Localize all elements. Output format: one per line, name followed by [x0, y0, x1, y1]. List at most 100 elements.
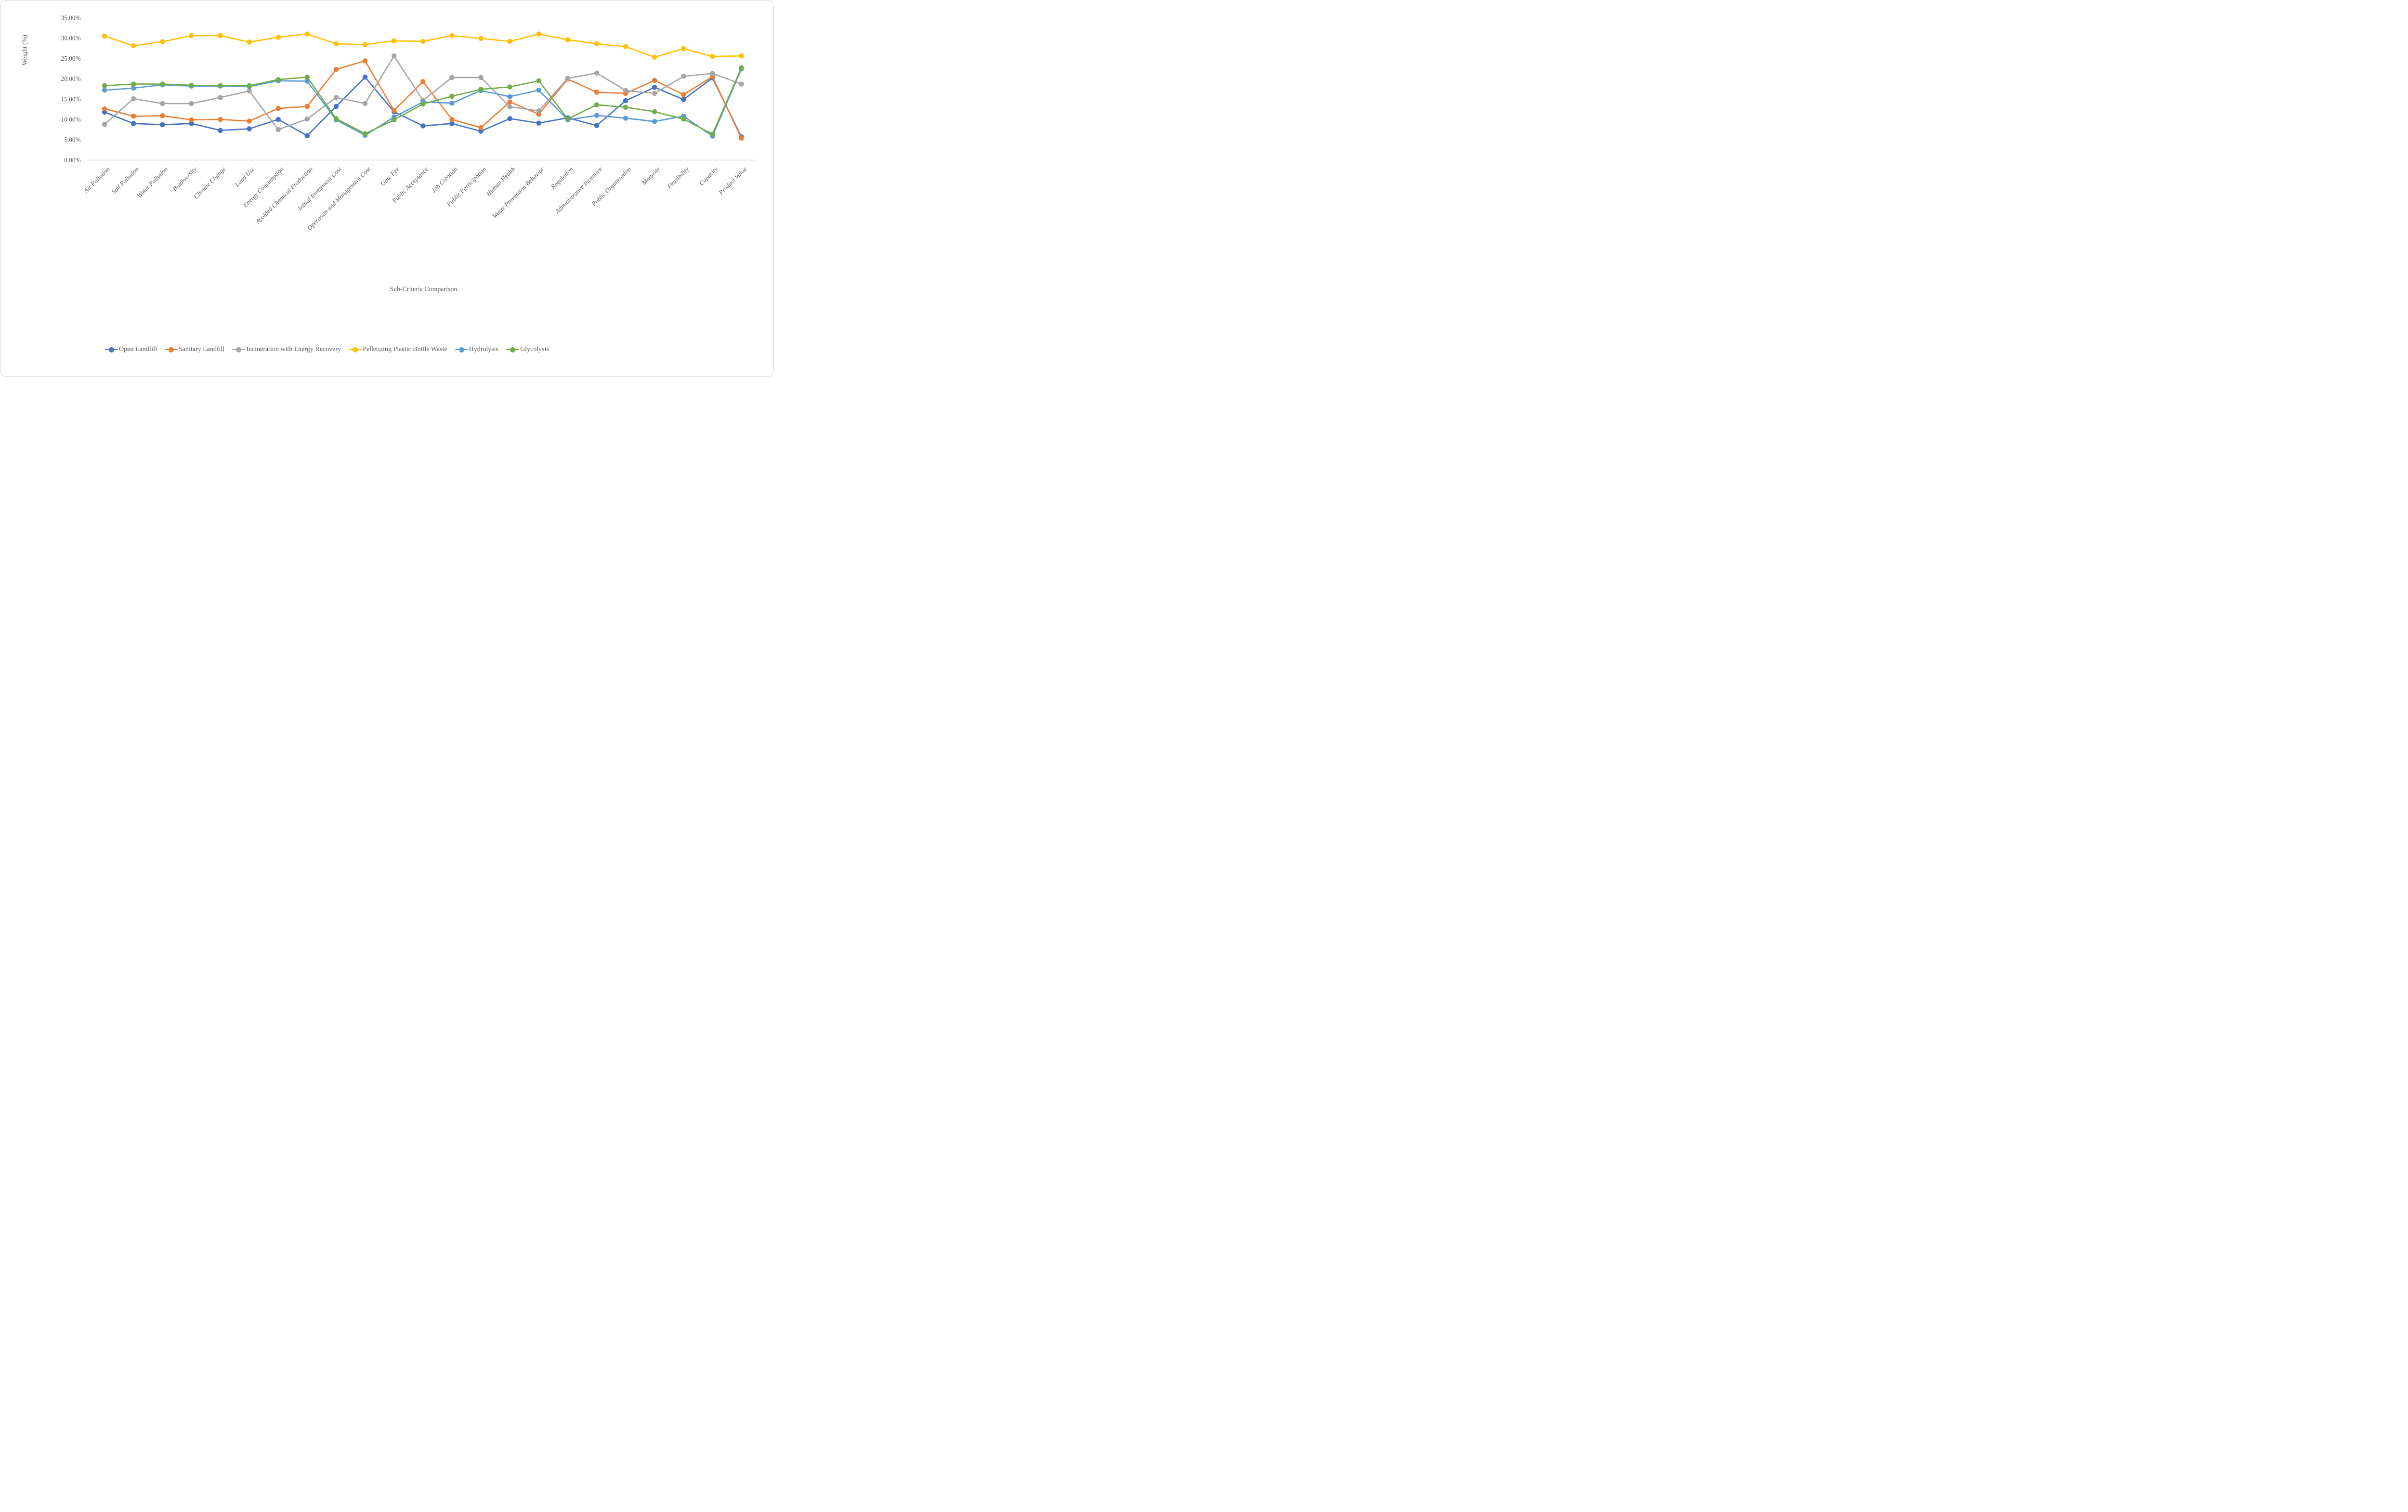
data-point-marker	[247, 118, 252, 124]
data-point-marker	[102, 33, 107, 39]
data-point-marker	[304, 133, 310, 139]
series-line	[104, 33, 742, 58]
data-point-marker	[160, 101, 165, 106]
data-point-marker	[449, 93, 455, 99]
x-axis-title: Sub-Criteria Comparison	[390, 286, 457, 293]
data-point-marker	[102, 87, 107, 93]
data-point-marker	[710, 131, 715, 137]
data-point-marker	[362, 101, 368, 106]
data-point-marker	[420, 101, 426, 107]
y-tick-label: 0.00%	[64, 156, 81, 164]
data-point-marker	[275, 127, 281, 132]
x-category-label: Operation and Management Cost	[306, 165, 372, 232]
data-point-marker	[218, 95, 223, 100]
data-point-marker	[131, 114, 136, 119]
data-point-marker	[681, 92, 686, 97]
legend-line-dot-icon	[232, 347, 246, 352]
data-point-marker	[131, 85, 136, 91]
legend-item-hydrolysis: Hydrolysis	[455, 346, 498, 353]
data-point-marker	[565, 76, 571, 81]
x-category-label: Administrative Incentive	[553, 165, 603, 215]
data-point-marker	[362, 58, 368, 64]
data-point-marker	[247, 83, 252, 89]
data-point-marker	[565, 116, 571, 122]
y-tick-label: 20.00%	[61, 75, 81, 82]
line-chart: Weight (%) Sub-Criteria Comparison 0.00%…	[22, 14, 757, 293]
data-point-marker	[652, 85, 657, 90]
data-point-marker	[565, 37, 571, 42]
data-point-marker	[247, 39, 252, 45]
data-point-marker	[333, 95, 339, 100]
data-point-marker	[449, 33, 455, 39]
legend-label: Incineration with Energy Recovery	[246, 346, 341, 353]
data-point-marker	[218, 83, 223, 89]
legend-item-sanitary-landfill: Sanitary Landfill	[164, 346, 225, 353]
x-category-label: Product Value	[717, 165, 748, 196]
y-tick-label: 25.00%	[61, 55, 81, 62]
x-category-label: Air Pollution	[82, 165, 111, 195]
data-point-marker	[102, 121, 107, 127]
data-point-marker	[739, 135, 744, 141]
data-point-marker	[160, 81, 165, 87]
chart-legend: Open Landfill Sanitary Landfill Incinerati…	[1, 346, 773, 353]
x-category-label: Biodiversity	[171, 165, 198, 192]
data-point-marker	[710, 53, 715, 59]
legend-line-dot-icon	[349, 347, 362, 352]
data-point-marker	[652, 78, 657, 83]
data-point-marker	[623, 88, 628, 93]
legend-line-dot-icon	[164, 347, 178, 352]
data-point-marker	[507, 84, 512, 90]
legend-line-dot-icon	[455, 347, 468, 352]
data-point-marker	[594, 90, 600, 95]
data-point-marker	[652, 109, 657, 115]
data-point-marker	[739, 53, 744, 59]
y-tick-label: 30.00%	[61, 35, 81, 42]
series-pelletizing-plastic-bottle-waste	[102, 31, 744, 60]
data-point-marker	[102, 106, 107, 112]
data-point-marker	[652, 54, 657, 60]
y-tick-labels: 0.00% 5.00% 10.00% 15.00% 20.00% 25.00% 30.00%…	[61, 14, 81, 164]
data-point-marker	[131, 43, 136, 49]
data-point-marker	[160, 122, 165, 128]
data-point-marker	[391, 38, 397, 44]
data-point-marker	[420, 39, 426, 44]
data-point-marker	[449, 75, 455, 80]
data-point-marker	[304, 74, 310, 80]
data-point-marker	[478, 36, 484, 41]
x-category-label: Waste Prevention Behavior	[491, 165, 546, 220]
legend-line-dot-icon	[506, 347, 520, 352]
data-point-marker	[189, 82, 194, 88]
x-category-label: Land Use	[233, 165, 256, 188]
data-point-marker	[710, 71, 715, 76]
data-point-marker	[131, 96, 136, 102]
data-point-marker	[304, 31, 310, 37]
data-point-marker	[160, 113, 165, 118]
data-point-marker	[681, 46, 686, 52]
data-point-marker	[247, 88, 252, 94]
y-tick-label: 5.00%	[64, 136, 81, 143]
y-tick-label: 15.00%	[61, 95, 81, 103]
x-category-label: Feasibility	[666, 165, 691, 190]
data-point-marker	[478, 129, 484, 134]
data-point-marker	[739, 81, 744, 87]
data-point-marker	[594, 113, 600, 118]
data-point-marker	[391, 108, 397, 113]
data-point-marker	[189, 117, 194, 123]
data-point-marker	[275, 105, 281, 111]
data-point-marker	[247, 126, 252, 131]
data-point-marker	[218, 128, 223, 133]
data-point-marker	[507, 116, 512, 121]
series-line	[104, 55, 742, 130]
data-point-marker	[420, 79, 426, 84]
data-point-marker	[304, 104, 310, 109]
data-point-marker	[333, 116, 339, 121]
data-point-marker	[304, 116, 310, 122]
data-point-marker	[536, 87, 541, 93]
data-point-marker	[333, 41, 339, 47]
legend-label: Sanitary Landfill	[178, 346, 225, 353]
y-axis-title: Weight (%)	[22, 35, 29, 65]
data-point-marker	[391, 117, 397, 123]
data-point-marker	[189, 33, 194, 39]
data-point-marker	[391, 53, 397, 59]
data-point-marker	[478, 87, 484, 92]
